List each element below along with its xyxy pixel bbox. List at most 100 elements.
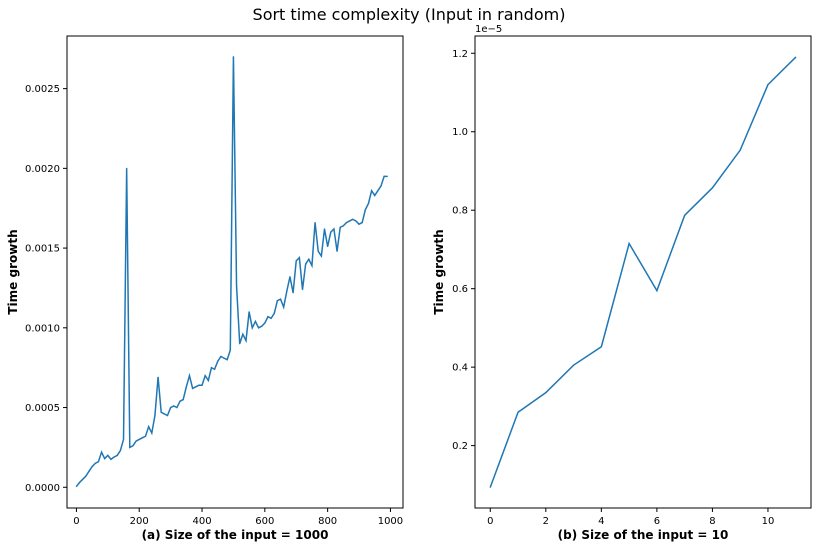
data-point-a-19 [135, 440, 137, 442]
x-axis-label-b: (b) Size of the input = 10 [558, 528, 729, 542]
data-point-a-33 [179, 400, 181, 402]
y-axis-label-b: Time growth [432, 229, 446, 314]
data-point-a-9 [104, 457, 106, 460]
data-point-a-41 [204, 375, 206, 377]
data-point-b-11 [795, 56, 797, 58]
axes-frame-a [66, 35, 404, 509]
data-point-b-7 [684, 214, 686, 216]
data-point-a-54 [245, 339, 247, 342]
data-point-a-32 [176, 406, 178, 409]
data-point-a-14 [119, 449, 121, 452]
data-point-a-76 [314, 221, 316, 224]
data-point-a-96 [377, 190, 379, 192]
data-point-a-67 [286, 290, 288, 292]
data-point-a-13 [116, 454, 118, 456]
data-point-a-57 [254, 320, 257, 323]
data-point-a-52 [239, 343, 241, 345]
data-point-a-65 [279, 298, 282, 300]
data-point-a-1 [78, 481, 81, 484]
x-tick-label-b-4: 8 [709, 516, 715, 527]
data-point-a-46 [220, 355, 222, 358]
data-point-a-39 [198, 384, 200, 386]
figure-title: Sort time complexity (Input in random) [253, 5, 566, 24]
y-axis-label-a: Time growth [6, 229, 20, 314]
data-point-a-87 [349, 220, 351, 222]
data-point-a-77 [317, 250, 319, 252]
data-point-a-6 [94, 462, 96, 464]
data-point-b-1 [517, 411, 519, 413]
data-point-a-4 [88, 470, 90, 472]
data-point-a-69 [292, 292, 294, 294]
data-point-a-59 [261, 325, 263, 327]
data-point-a-88 [352, 218, 354, 220]
data-point-a-23 [148, 426, 150, 428]
data-point-a-63 [273, 312, 275, 315]
data-point-a-15 [122, 438, 125, 441]
data-point-b-8 [711, 187, 714, 189]
x-tick-label-a-4: 800 [318, 516, 337, 527]
y-tick-label-b-0: 0.2 [452, 441, 468, 452]
axes-frame-b [474, 35, 812, 509]
x-tick-label-b-1: 2 [543, 516, 549, 527]
data-point-a-42 [207, 379, 209, 382]
data-point-a-38 [195, 386, 197, 388]
x-tick-label-a-2: 400 [192, 516, 211, 527]
data-point-a-48 [226, 359, 228, 361]
data-point-a-94 [370, 190, 373, 192]
data-point-a-43 [210, 367, 213, 369]
data-point-b-9 [739, 149, 741, 151]
data-point-a-3 [85, 475, 87, 477]
data-point-a-56 [251, 327, 253, 329]
data-point-a-84 [339, 226, 341, 228]
data-point-a-25 [154, 414, 156, 417]
data-point-a-22 [144, 435, 147, 437]
x-tick-label-b-5: 10 [762, 516, 775, 527]
data-point-a-21 [141, 437, 143, 439]
data-point-a-20 [138, 438, 140, 441]
y-tick-label-b-5: 1.2 [452, 49, 468, 60]
data-point-a-73 [305, 263, 307, 265]
data-point-a-89 [355, 220, 357, 222]
x-tick-label-a-3: 600 [255, 516, 274, 527]
data-point-a-98 [383, 175, 385, 177]
series-line-a [75, 56, 388, 487]
data-point-b-4 [600, 346, 602, 348]
data-point-a-0 [75, 485, 78, 488]
data-point-a-49 [229, 349, 231, 351]
y-tick-label-b-3: 0.8 [452, 206, 468, 217]
data-point-a-47 [223, 357, 225, 359]
data-point-a-71 [298, 257, 300, 259]
x-tick-label-a-5: 1000 [378, 516, 403, 527]
data-point-a-51 [235, 285, 238, 287]
y-tick-label-a-0: 0.0000 [25, 483, 60, 494]
data-point-a-36 [188, 375, 191, 377]
data-point-a-74 [308, 258, 310, 260]
data-point-a-55 [248, 311, 250, 313]
data-point-a-2 [82, 478, 84, 480]
offset-text-b: 1e−5 [475, 24, 502, 35]
data-point-a-16 [126, 167, 128, 169]
y-tick-label-a-4: 0.0020 [25, 164, 60, 175]
data-point-a-90 [358, 223, 360, 225]
data-point-a-58 [257, 327, 260, 329]
data-point-a-7 [97, 461, 100, 463]
data-point-b-0 [489, 486, 491, 488]
data-point-b-3 [572, 364, 575, 366]
x-tick-label-b-3: 6 [654, 516, 660, 527]
series-line-b [489, 56, 797, 488]
data-point-a-68 [289, 276, 291, 278]
data-point-a-27 [160, 411, 162, 413]
data-point-a-97 [380, 185, 382, 187]
y-tick-label-a-1: 0.0005 [25, 403, 60, 414]
data-point-b-10 [767, 84, 769, 86]
chart-panel-a: 0.0000 0.0005 0.0010 0.0015 0.0020 0.0025 0 20… [6, 35, 404, 542]
data-point-a-70 [295, 260, 297, 262]
y-tick-label-a-3: 0.0015 [25, 244, 60, 255]
data-point-a-75 [311, 265, 313, 267]
data-point-a-12 [113, 456, 115, 458]
data-point-a-28 [163, 413, 165, 415]
x-tick-label-b-0: 0 [487, 516, 493, 527]
data-point-a-66 [283, 306, 285, 308]
y-tick-label-a-5: 0.0025 [25, 84, 60, 95]
